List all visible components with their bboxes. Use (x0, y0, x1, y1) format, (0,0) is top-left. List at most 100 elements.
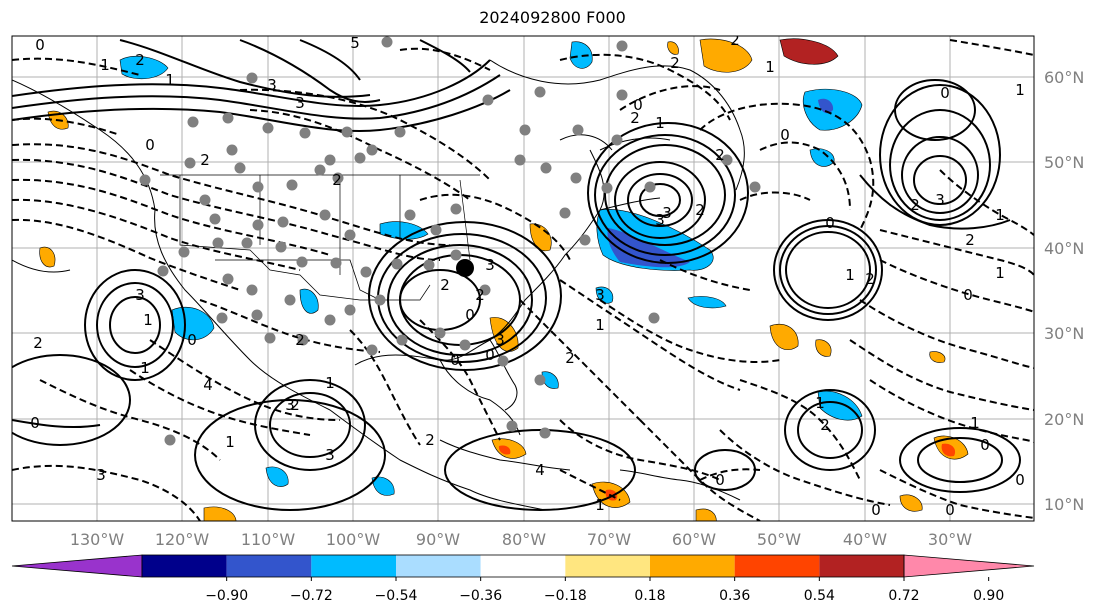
colorbar-tick-label: −0.54 (375, 588, 418, 604)
contour-label: 2 (475, 286, 485, 304)
station-dot (246, 72, 258, 84)
longitude-labels: 130°W 120°W 110°W 100°W 90°W 80°W 70°W 60°W 50°W… (70, 530, 972, 549)
station-dot (423, 259, 435, 271)
contour-label: 2 (910, 196, 920, 214)
station-dot (506, 420, 518, 432)
longitude-label: 60°W (672, 530, 716, 549)
latitude-label: 60°N (1044, 68, 1084, 87)
contour-label: 4 (203, 376, 213, 394)
colorbar: −0.90 −0.72 −0.54 −0.36 −0.18 0.18 0.36 0.54 0.7… (11, 554, 1035, 604)
station-dot (184, 157, 196, 169)
contour-label: 3 (662, 204, 672, 222)
station-dot (187, 116, 199, 128)
latitude-labels: 60°N 50°N 40°N 30°N 20°N 10°N (1044, 68, 1084, 514)
contour-label: 1 (595, 316, 605, 334)
contour-label: 2 (332, 171, 342, 189)
station-dot (212, 237, 224, 249)
contour-label: 1 (595, 496, 605, 514)
colorbar-segment (734, 555, 820, 577)
colorbar-high-extend (903, 554, 1035, 578)
station-dot (360, 266, 372, 278)
longitude-label: 40°W (843, 530, 887, 549)
station-dot (199, 194, 211, 206)
station-dot (246, 284, 258, 296)
station-dot (332, 172, 344, 184)
contour-label: 5 (350, 34, 360, 52)
colorbar-tick-label: 0.18 (634, 588, 665, 604)
contour-label: 3 (285, 396, 295, 414)
contour-label: 0 (963, 286, 973, 304)
contour-label: 1 (143, 311, 153, 329)
station-dot (262, 122, 274, 134)
colorbar-tick-label: 0.54 (804, 588, 835, 604)
station-dot (341, 126, 353, 138)
station-dot (222, 112, 234, 124)
contour-label: 0 (465, 306, 475, 324)
map-frame (11, 35, 1035, 522)
station-dot (479, 284, 491, 296)
station-dot (324, 154, 336, 166)
contour-label: 0 (1015, 471, 1025, 489)
station-dot (297, 334, 309, 346)
station-dot (299, 127, 311, 139)
contour-label: 0 (871, 501, 881, 519)
station-dot (319, 209, 331, 221)
station-dot (540, 162, 552, 174)
contour-label: 1 (100, 56, 110, 74)
longitude-label: 80°W (502, 530, 546, 549)
contour-label: 0 (30, 414, 40, 432)
station-dot (534, 86, 546, 98)
contour-label: 2 (715, 146, 725, 164)
station-dot (601, 182, 613, 194)
station-dot (572, 124, 584, 136)
station-dot (366, 144, 378, 156)
station-dot (648, 312, 660, 324)
station-dot (497, 355, 509, 367)
contour-label: 1 (970, 414, 980, 432)
station-dot (459, 339, 471, 351)
contour-label: 1 (225, 433, 235, 451)
station-dot (277, 216, 289, 228)
station-dot (252, 219, 264, 231)
solid-contours (12, 39, 1021, 511)
colorbar-tick-label: −0.18 (544, 588, 587, 604)
station-dot (616, 40, 628, 52)
station-dot (450, 203, 462, 215)
contour-label: 1 (845, 266, 855, 284)
contour-label: 2 (33, 334, 43, 352)
colorbar-tick-label: −0.36 (459, 588, 502, 604)
station-dot (721, 154, 733, 166)
shaded-patches (39, 38, 969, 521)
station-dot (644, 181, 656, 193)
station-dot (234, 162, 246, 174)
latitude-label: 50°N (1044, 153, 1084, 172)
station-dot (434, 327, 446, 339)
contour-label: 0 (825, 214, 835, 232)
colorbar-segment (396, 555, 481, 577)
station-dot (374, 294, 386, 306)
station-markers (139, 36, 761, 446)
colorbar-segment (650, 555, 735, 577)
contour-label: 0 (485, 346, 495, 364)
colorbar-segment (142, 555, 227, 577)
station-dot (430, 224, 442, 236)
latitude-label: 40°N (1044, 239, 1084, 258)
latitude-label: 30°N (1044, 324, 1084, 343)
station-dot (391, 258, 403, 270)
station-dot (482, 94, 494, 106)
station-dot (222, 273, 234, 285)
graticule (12, 36, 1034, 521)
colorbar-tick-label: −0.72 (290, 588, 333, 604)
contour-label: 2 (200, 151, 210, 169)
station-dot (286, 179, 298, 191)
low-center-marker (456, 259, 474, 277)
station-dot (396, 334, 408, 346)
contour-label: 2 (630, 109, 640, 127)
contour-label: 1 (995, 264, 1005, 282)
contour-label: 2 (965, 231, 975, 249)
longitude-label: 110°W (241, 530, 296, 549)
contour-label: 3 (135, 286, 145, 304)
station-dot (559, 207, 571, 219)
contour-label: 3 (325, 446, 335, 464)
